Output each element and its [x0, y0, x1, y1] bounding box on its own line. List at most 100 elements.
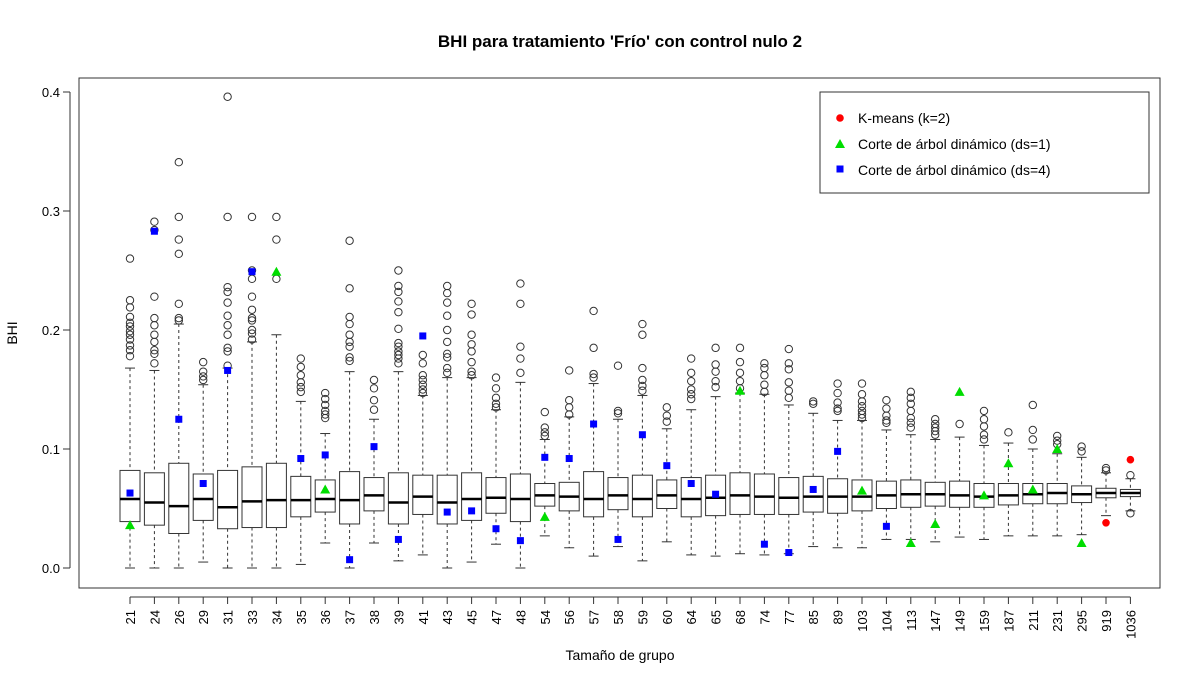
box-outlier — [687, 354, 696, 363]
box-outlier — [125, 303, 135, 312]
box-body — [485, 477, 507, 514]
box-outlier — [1101, 466, 1111, 475]
ds4-point — [346, 556, 354, 564]
box-outlier — [662, 403, 671, 412]
box-outlier — [613, 409, 623, 418]
box-body — [217, 469, 239, 530]
box-outlier — [272, 212, 281, 222]
ds4-point — [175, 415, 183, 423]
box-outlier — [467, 371, 476, 380]
box-outlier — [516, 299, 525, 309]
box-outlier — [345, 284, 354, 293]
y-tick-label: 0.1 — [42, 442, 60, 457]
box-outlier — [711, 376, 720, 386]
ds4-point — [321, 451, 329, 459]
box-outlier — [125, 312, 135, 322]
box-outlier — [394, 347, 403, 356]
box-outlier — [394, 297, 403, 306]
box-outlier — [687, 394, 696, 404]
box-outlier — [394, 307, 403, 317]
box-outlier — [150, 359, 159, 368]
x-tick-label: 31 — [221, 610, 236, 624]
box-outlier — [150, 292, 159, 301]
box-outlier — [516, 342, 525, 351]
x-tick-label: 41 — [416, 610, 431, 624]
box-outlier — [516, 279, 525, 288]
ds1-point — [320, 484, 331, 494]
box-outlier — [589, 306, 598, 316]
box-outlier — [443, 353, 452, 362]
box-body — [729, 472, 751, 515]
box-body — [461, 472, 483, 521]
legend-ds1-label: Corte de árbol dinámico (ds=1) — [858, 136, 1051, 152]
box-body — [778, 477, 800, 515]
box-outlier — [125, 318, 135, 328]
y-tick-label: 0.4 — [42, 85, 60, 100]
ds4-point — [590, 420, 598, 428]
ds4-point — [760, 540, 768, 548]
box-outlier — [516, 368, 525, 378]
box-outlier — [345, 356, 354, 366]
box-outlier — [394, 342, 403, 351]
box-outlier — [467, 299, 476, 309]
box-outlier — [1077, 447, 1086, 456]
box-outlier — [638, 381, 647, 391]
box-outlier — [418, 385, 427, 394]
box-outlier — [491, 399, 501, 408]
ds4-point — [394, 535, 402, 543]
x-tick-label: 36 — [318, 610, 333, 624]
box-outlier — [833, 379, 842, 388]
box-outlier — [418, 350, 427, 360]
box-outlier — [491, 373, 501, 382]
box-outlier — [540, 431, 549, 441]
x-tick-label: 295 — [1075, 610, 1090, 632]
box-outlier — [857, 401, 867, 411]
x-tick-label: 113 — [904, 610, 919, 631]
box-outlier — [125, 296, 135, 305]
ds4-point — [419, 332, 427, 340]
box-outlier — [223, 287, 232, 297]
ds1-point — [954, 386, 965, 396]
box-outlier — [296, 362, 305, 372]
box-outlier — [906, 423, 915, 432]
box-outlier — [979, 422, 989, 431]
box-outlier — [345, 319, 354, 329]
box-outlier — [296, 354, 305, 363]
x-tick-label: 1036 — [1123, 610, 1138, 639]
box-outlier — [735, 376, 745, 386]
box-outlier — [443, 368, 452, 378]
box-body — [192, 473, 214, 521]
ds1-point — [125, 520, 135, 530]
ds4-point — [150, 227, 158, 235]
box-outlier — [321, 400, 330, 410]
ds4-point — [712, 490, 720, 498]
ds1-point — [1052, 444, 1063, 453]
box-outlier — [979, 430, 989, 439]
ds1-point — [857, 485, 867, 495]
box-outlier — [735, 368, 745, 378]
x-axis-label: Tamaño de grupo — [566, 647, 675, 663]
ds1-point — [1003, 458, 1014, 468]
box-outlier — [443, 349, 452, 358]
box-outlier — [565, 366, 574, 375]
box-outlier — [638, 386, 647, 395]
ds4-point — [809, 485, 817, 493]
box-outlier — [199, 367, 208, 376]
x-tick-label: 24 — [147, 610, 162, 624]
box-outlier — [223, 282, 232, 292]
box-outlier — [857, 379, 867, 388]
box-outlier — [638, 330, 647, 339]
ds4-point — [468, 507, 476, 515]
box-outlier — [174, 313, 184, 323]
x-tick-label: 43 — [440, 610, 455, 624]
box-outlier — [223, 347, 232, 356]
box-outlier — [735, 343, 745, 353]
x-tick-label: 187 — [1001, 610, 1016, 632]
x-tick-label: 33 — [245, 610, 260, 624]
box-outlier — [882, 404, 891, 413]
box-outlier — [199, 357, 208, 367]
box-outlier — [784, 393, 793, 403]
box-outlier — [223, 212, 232, 222]
box-outlier — [613, 406, 623, 416]
box-outlier — [1101, 463, 1111, 473]
